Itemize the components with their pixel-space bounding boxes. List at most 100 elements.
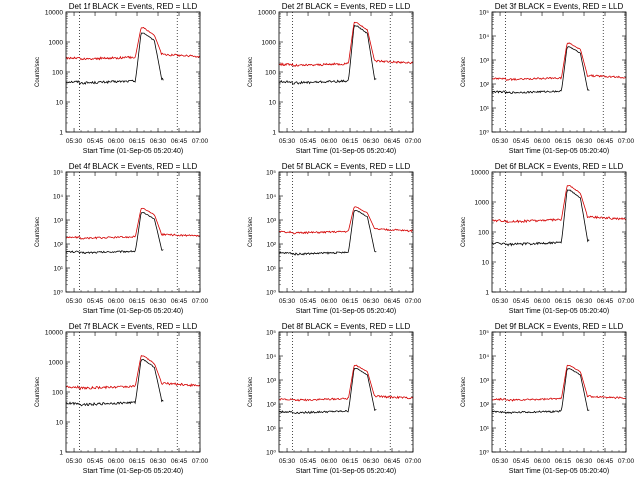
y-tick-label: 10⁰ bbox=[479, 130, 489, 137]
y-tick-label: 10000 bbox=[258, 10, 276, 17]
x-tick-label: 06:00 bbox=[321, 458, 338, 465]
x-tick-label: 05:30 bbox=[66, 138, 83, 145]
x-tick-label: 07:00 bbox=[618, 138, 635, 145]
plot-frame bbox=[278, 11, 414, 133]
series-line-events bbox=[492, 46, 590, 101]
x-tick-label: 05:30 bbox=[279, 138, 296, 145]
x-tick-label: 05:30 bbox=[492, 138, 509, 145]
y-axis-label: Counts/sec bbox=[461, 377, 467, 407]
y-tick-label: 1 bbox=[272, 130, 276, 137]
series-line-events bbox=[66, 358, 164, 415]
x-tick-label: 05:45 bbox=[513, 458, 530, 465]
y-tick-label: 10000 bbox=[45, 330, 63, 337]
chart-title: Det 9f BLACK = Events, RED = LLD bbox=[495, 322, 624, 331]
y-tick-label: 10³ bbox=[267, 378, 277, 385]
y-tick-label: 10⁰ bbox=[266, 450, 276, 457]
series-line-events bbox=[279, 209, 377, 262]
x-tick-label: 07:00 bbox=[405, 138, 422, 145]
series-line-lld bbox=[492, 42, 626, 82]
x-tick-label: 05:30 bbox=[279, 458, 296, 465]
chart-title: Det 6f BLACK = Events, RED = LLD bbox=[495, 162, 624, 171]
y-tick-label: 1000 bbox=[49, 360, 64, 367]
chart-title: Det 8f BLACK = Events, RED = LLD bbox=[282, 322, 411, 331]
x-tick-label: 05:45 bbox=[87, 458, 104, 465]
series-line-lld bbox=[279, 21, 413, 67]
chart-title: Det 4f BLACK = Events, RED = LLD bbox=[69, 162, 198, 171]
y-tick-label: 10 bbox=[56, 420, 64, 427]
y-tick-label: 10⁴ bbox=[266, 354, 276, 361]
x-tick-label: 05:30 bbox=[279, 298, 296, 305]
x-tick-label: 07:00 bbox=[618, 298, 635, 305]
x-tick-label: 05:45 bbox=[300, 298, 317, 305]
x-tick-label: 06:45 bbox=[597, 138, 614, 145]
series-line-lld bbox=[279, 206, 413, 235]
series-line-lld bbox=[66, 354, 200, 391]
chart-title: Det 5f BLACK = Events, RED = LLD bbox=[282, 162, 411, 171]
y-tick-label: 10⁰ bbox=[479, 450, 489, 457]
y-tick-label: 10⁴ bbox=[53, 194, 63, 201]
y-tick-label: 10⁵ bbox=[479, 330, 489, 337]
x-tick-label: 05:45 bbox=[87, 298, 104, 305]
series-line-events bbox=[279, 24, 377, 93]
y-axis-label: Counts/sec bbox=[35, 57, 41, 87]
x-axis-label: Start Time (01-Sep-05 05:20:40) bbox=[296, 308, 396, 315]
y-tick-label: 10³ bbox=[54, 218, 64, 225]
x-tick-label: 06:15 bbox=[129, 138, 146, 145]
y-axis-label: Counts/sec bbox=[248, 377, 254, 407]
x-tick-label: 07:00 bbox=[192, 298, 209, 305]
y-tick-label: 1000 bbox=[49, 40, 64, 47]
x-tick-label: 06:45 bbox=[384, 458, 401, 465]
x-tick-label: 07:00 bbox=[405, 458, 422, 465]
y-tick-label: 10¹ bbox=[267, 426, 277, 433]
x-tick-label: 06:45 bbox=[597, 298, 614, 305]
y-tick-label: 10000 bbox=[471, 170, 489, 177]
chart-panel-6: Det 6f BLACK = Events, RED = LLD Counts/s… bbox=[461, 162, 635, 315]
x-tick-label: 06:30 bbox=[363, 298, 380, 305]
x-tick-label: 06:45 bbox=[171, 298, 188, 305]
plot-frame bbox=[65, 331, 201, 453]
chart-panel-2: Det 2f BLACK = Events, RED = LLD Counts/s… bbox=[248, 2, 422, 155]
y-tick-label: 10¹ bbox=[480, 106, 490, 113]
series-line-lld bbox=[66, 27, 200, 61]
x-tick-label: 07:00 bbox=[192, 138, 209, 145]
x-tick-label: 05:45 bbox=[87, 138, 104, 145]
x-tick-label: 06:15 bbox=[555, 138, 572, 145]
x-tick-label: 07:00 bbox=[192, 458, 209, 465]
y-axis-label: Counts/sec bbox=[248, 217, 254, 247]
y-tick-label: 100 bbox=[265, 70, 276, 77]
y-tick-label: 1 bbox=[485, 290, 489, 297]
y-tick-label: 100 bbox=[52, 390, 63, 397]
x-tick-label: 06:15 bbox=[342, 298, 359, 305]
x-axis-label: Start Time (01-Sep-05 05:20:40) bbox=[509, 468, 609, 475]
y-tick-label: 10³ bbox=[480, 378, 490, 385]
chart-panel-9: Det 9f BLACK = Events, RED = LLD Counts/s… bbox=[461, 322, 635, 475]
chart-title: Det 3f BLACK = Events, RED = LLD bbox=[495, 2, 624, 11]
x-axis-label: Start Time (01-Sep-05 05:20:40) bbox=[83, 468, 183, 475]
x-tick-label: 06:00 bbox=[108, 458, 125, 465]
y-axis-label: Counts/sec bbox=[35, 217, 41, 247]
y-tick-label: 1 bbox=[59, 450, 63, 457]
x-tick-label: 05:45 bbox=[300, 138, 317, 145]
y-axis-label: Counts/sec bbox=[461, 217, 467, 247]
y-tick-label: 100 bbox=[52, 70, 63, 77]
x-tick-label: 06:30 bbox=[576, 298, 593, 305]
x-tick-label: 07:00 bbox=[618, 458, 635, 465]
y-tick-label: 10³ bbox=[480, 58, 490, 65]
y-tick-label: 10⁰ bbox=[266, 290, 276, 297]
y-tick-label: 10³ bbox=[267, 218, 277, 225]
x-tick-label: 06:00 bbox=[108, 298, 125, 305]
y-tick-label: 10¹ bbox=[480, 426, 490, 433]
plot-frame bbox=[278, 331, 414, 453]
x-tick-label: 06:00 bbox=[321, 298, 338, 305]
x-tick-label: 06:15 bbox=[129, 298, 146, 305]
chart-title: Det 2f BLACK = Events, RED = LLD bbox=[282, 2, 411, 11]
chart-panel-8: Det 8f BLACK = Events, RED = LLD Counts/s… bbox=[248, 322, 422, 475]
x-tick-label: 05:45 bbox=[513, 138, 530, 145]
x-tick-label: 05:45 bbox=[513, 298, 530, 305]
y-tick-label: 10⁵ bbox=[53, 170, 63, 177]
chart-panel-3: Det 3f BLACK = Events, RED = LLD Counts/s… bbox=[461, 2, 635, 155]
x-tick-label: 06:30 bbox=[150, 458, 167, 465]
x-tick-label: 06:45 bbox=[597, 458, 614, 465]
y-tick-label: 10² bbox=[54, 242, 64, 249]
